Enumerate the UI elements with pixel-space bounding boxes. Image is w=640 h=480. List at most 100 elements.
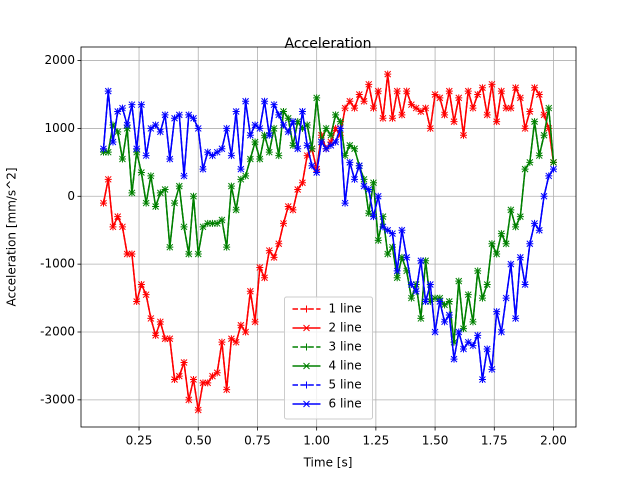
data-point xyxy=(521,125,529,132)
data-point xyxy=(161,335,169,343)
plot-area xyxy=(100,70,557,414)
data-point xyxy=(431,91,439,98)
data-point xyxy=(436,94,444,102)
x-tick-label: 1.50 xyxy=(422,434,449,448)
data-point xyxy=(374,192,382,200)
data-point xyxy=(431,328,439,336)
data-point xyxy=(180,172,188,180)
data-point xyxy=(232,108,240,115)
data-point xyxy=(147,172,155,180)
data-point xyxy=(502,240,510,248)
data-point xyxy=(531,84,538,92)
data-point xyxy=(507,260,515,268)
data-point xyxy=(171,114,178,122)
data-point xyxy=(123,121,131,129)
legend-label: 5 line xyxy=(329,378,362,392)
data-point xyxy=(180,223,188,231)
data-point xyxy=(270,254,278,261)
data-point xyxy=(256,155,264,163)
data-point xyxy=(483,111,491,119)
data-point xyxy=(303,142,311,149)
data-point xyxy=(275,111,283,119)
data-point xyxy=(175,182,183,190)
x-tick-label: 2.00 xyxy=(540,434,567,448)
data-point xyxy=(156,189,164,197)
x-tick-label: 1.25 xyxy=(363,434,390,448)
data-point xyxy=(199,223,207,231)
data-point xyxy=(341,104,349,112)
data-point xyxy=(209,372,216,380)
data-point xyxy=(232,338,240,346)
data-point xyxy=(289,206,297,214)
data-point xyxy=(431,294,439,302)
data-point xyxy=(180,359,188,366)
data-point xyxy=(294,145,302,153)
y-tick-label: -2000 xyxy=(40,325,75,339)
data-point xyxy=(256,264,264,271)
legend-label: 2 line xyxy=(329,321,362,335)
data-point xyxy=(445,311,453,319)
data-point xyxy=(455,277,463,285)
data-point xyxy=(398,111,406,119)
data-point xyxy=(426,281,434,288)
data-point xyxy=(142,152,150,159)
data-point xyxy=(190,192,197,200)
data-point xyxy=(218,338,226,346)
data-point xyxy=(152,203,159,210)
data-point xyxy=(156,128,164,136)
data-point xyxy=(516,254,524,261)
data-point xyxy=(138,281,145,288)
data-point xyxy=(213,220,221,227)
data-point xyxy=(109,138,117,146)
data-point xyxy=(228,182,235,190)
data-point xyxy=(531,220,538,227)
data-point xyxy=(237,175,245,183)
data-point xyxy=(232,206,240,214)
data-point xyxy=(360,97,368,105)
data-point xyxy=(270,125,278,132)
data-point xyxy=(393,267,401,275)
x-tick-label: 1.75 xyxy=(481,434,508,448)
data-point xyxy=(104,87,112,95)
data-point xyxy=(152,121,159,129)
data-point xyxy=(190,114,197,122)
data-point xyxy=(199,165,207,173)
data-point xyxy=(512,223,519,231)
data-point xyxy=(474,91,482,98)
data-point xyxy=(341,152,349,159)
data-point xyxy=(493,250,501,258)
data-point xyxy=(147,315,155,322)
data-point xyxy=(351,104,358,112)
data-point xyxy=(209,220,216,227)
data-point xyxy=(128,250,136,258)
data-point xyxy=(318,138,325,146)
legend-marker xyxy=(303,362,310,370)
data-point xyxy=(156,318,164,326)
data-point xyxy=(512,315,519,322)
data-point xyxy=(275,240,283,248)
data-point xyxy=(322,125,330,132)
x-tick-label: 0.25 xyxy=(126,434,153,448)
data-point xyxy=(408,101,415,109)
y-tick-label: 2000 xyxy=(44,53,75,67)
data-point xyxy=(550,159,557,166)
data-point xyxy=(398,254,406,261)
data-point xyxy=(426,125,434,132)
data-point xyxy=(507,104,515,112)
data-point xyxy=(237,321,245,329)
data-point xyxy=(408,294,415,302)
data-point xyxy=(403,87,411,95)
data-point xyxy=(445,87,453,95)
legend-marker xyxy=(303,305,310,313)
data-point xyxy=(251,138,259,146)
data-point xyxy=(175,111,183,119)
data-point xyxy=(464,87,472,95)
data-point xyxy=(412,287,420,295)
data-point xyxy=(299,179,306,187)
data-point xyxy=(265,131,273,139)
data-point xyxy=(246,131,254,139)
data-point xyxy=(270,101,278,109)
x-tick-label: 1.00 xyxy=(303,434,330,448)
legend-label: 1 line xyxy=(329,302,362,316)
legend-label: 4 line xyxy=(329,359,362,373)
